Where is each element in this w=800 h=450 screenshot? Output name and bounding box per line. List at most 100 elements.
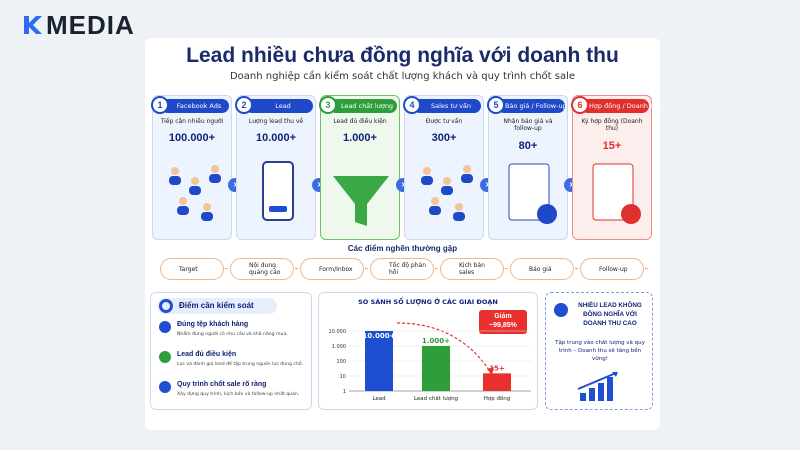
bar (483, 373, 511, 391)
doc-badge (537, 204, 557, 224)
chart: SO SÁNH SỐ LƯỢNG Ở CÁC GIAI ĐOẠN 10.000 1… (329, 296, 531, 402)
step-number: 1 (151, 96, 169, 114)
controls-title: Điểm cần kiểm soát (179, 301, 254, 310)
person-head (171, 167, 179, 175)
step-number: 6 (571, 96, 589, 114)
x-tick-label: Lead chất lượng (414, 395, 458, 402)
control-icon (159, 351, 171, 363)
bulb-icon (554, 303, 568, 317)
y-tick-label: 1.000 (332, 344, 346, 350)
control-desc: Lọc và đánh giá lead để tập trung nguồn … (177, 362, 304, 367)
step-value: 1.000+ (343, 132, 377, 144)
controls-header (157, 298, 277, 314)
step-illustration (262, 161, 294, 221)
value-label: 1.000+ (422, 337, 450, 345)
bottleneck: Tốc độ phản hồi (370, 258, 434, 280)
step-value: 80+ (518, 140, 538, 152)
doc-badge (621, 204, 641, 224)
step-desc: Tiếp cận nhiều người (160, 118, 224, 125)
step-illustration (592, 163, 641, 224)
y-tick-label: 100 (336, 359, 346, 365)
person-head (179, 197, 187, 205)
step-number: 2 (235, 96, 253, 114)
annotation-box (479, 310, 527, 334)
title: Lead nhiều chưa đồng nghĩa với doanh thu (186, 44, 619, 67)
controls-icon (159, 299, 173, 313)
step-card: Lead 2 Lượng lead thu về 10.000+ (235, 95, 316, 240)
step-label: Hợp đồng / Doanh thu (581, 99, 661, 113)
step-value: 100.000+ (168, 132, 216, 144)
growth-icon (577, 372, 618, 401)
value-label: 10.000+ (363, 332, 396, 340)
control-desc: Nhắm đúng người có nhu cầu và khả năng m… (177, 332, 288, 337)
step-number: 4 (403, 96, 421, 114)
step-value: 15+ (602, 140, 622, 152)
step-desc: Ký hợp đồng (Doanh thu) (581, 118, 643, 132)
document (508, 163, 550, 221)
person-head (191, 177, 199, 185)
logo-icon (24, 16, 42, 34)
controls-panel: Điểm cần kiểm soát Đúng tệp khách hàng Nh… (150, 292, 312, 410)
step-value: 300+ (431, 132, 457, 144)
person-body (209, 174, 221, 183)
chart-panel: SO SÁNH SỐ LƯỢNG Ở CÁC GIAI ĐOẠN 10.000 1… (318, 292, 538, 410)
control-title: Đúng tệp khách hàng (177, 321, 249, 328)
callout-text: Tập trung vào chất lượng và quy trình – … (555, 340, 645, 362)
x-tick-label: Lead (372, 396, 385, 402)
step-label: Sales tư vấn (413, 99, 481, 113)
person-head (211, 165, 219, 173)
phone (262, 161, 294, 221)
logo: MEDIA (46, 10, 135, 40)
decline-arrow (396, 322, 492, 374)
person-body (177, 206, 189, 215)
person-head (203, 203, 211, 211)
step-card: Facebook Ads 1 Tiếp cận nhiều người 100.000… (151, 95, 232, 240)
y-tick-label: 1 (343, 389, 346, 395)
step-card: Lead chất lượng 3 Lead đủ điều kiện 1.000+ (319, 95, 400, 240)
annotation: Giảm ~99,85% (489, 313, 517, 329)
step-label: Lead chất lượng (329, 99, 397, 113)
step-card: Báo giá / Follow-up 5 Nhận báo giá và foll… (487, 95, 568, 240)
y-tick-label: 10 (340, 374, 346, 380)
step-card: Hợp đồng / Doanh thu 6 Ký hợp đồng (Doanh … (571, 95, 661, 240)
person-body (429, 206, 441, 215)
control-icon (159, 381, 171, 393)
step-label: Facebook Ads (161, 99, 229, 113)
person-head (443, 177, 451, 185)
step-illustration (169, 165, 221, 221)
control-title: Quy trình chốt sale rõ ràng (177, 381, 267, 388)
control-desc: Xây dựng quy trình, kịch bản và follow-u… (177, 392, 300, 397)
y-tick-label: 10.000 (329, 329, 347, 335)
person-body (453, 212, 465, 221)
control-title: Lead đủ điều kiện (177, 351, 237, 358)
step-label: Báo giá / Follow-up (497, 99, 567, 113)
person-head (431, 197, 439, 205)
funnel (333, 176, 389, 226)
x-tick-label: Hợp đồng (484, 394, 511, 402)
person-body (169, 176, 181, 185)
person-body (189, 186, 201, 195)
bar (365, 331, 393, 391)
person-body (421, 176, 433, 185)
bottleneck: Target (160, 258, 224, 280)
step-illustration (508, 163, 557, 224)
step-desc: Lượng lead thu về (248, 118, 304, 125)
step-value: 10.000+ (255, 132, 297, 144)
bar (422, 346, 450, 391)
step-label: Lead (245, 99, 313, 113)
person-head (463, 165, 471, 173)
person-body (201, 212, 213, 221)
step-desc: Nhận báo giá và follow-up (503, 118, 553, 132)
bottleneck: Báo giá (510, 258, 574, 280)
document (592, 163, 634, 221)
bottleneck: Form/Inbox (300, 258, 364, 280)
person-head (455, 203, 463, 211)
step-number: 3 (319, 96, 337, 114)
bottleneck: Follow-up (580, 258, 644, 280)
step-illustration (333, 176, 389, 226)
step-desc: Lead đủ điều kiện (333, 118, 387, 125)
step-desc: Được tư vấn (425, 118, 463, 125)
arrow-head (487, 367, 494, 375)
bottleneck: Kịch bản sales (440, 258, 504, 280)
